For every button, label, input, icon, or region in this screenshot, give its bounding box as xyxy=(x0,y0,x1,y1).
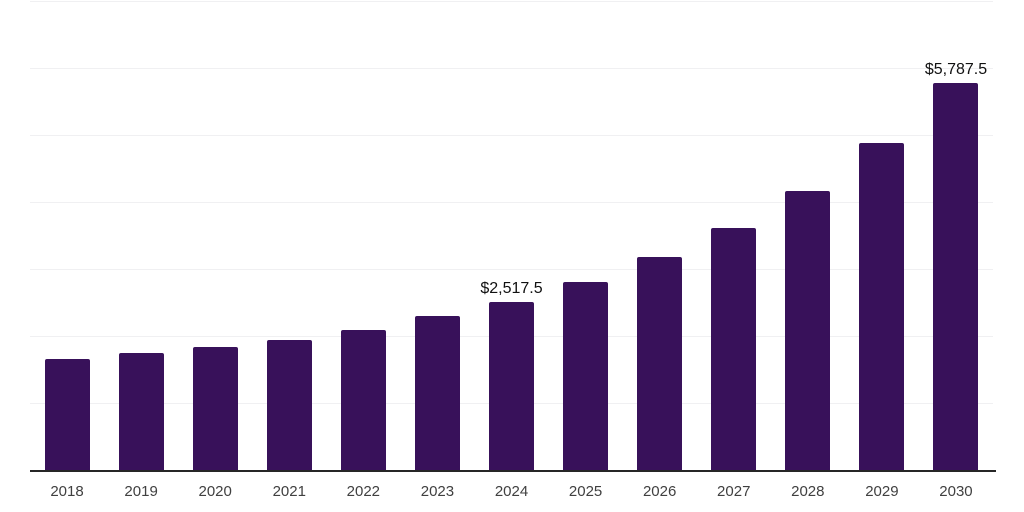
x-tick-label-2030: 2030 xyxy=(939,483,973,500)
gridline-4000 xyxy=(30,202,993,203)
data-label-2024: $2,517.5 xyxy=(480,280,543,298)
x-tick-label-2019: 2019 xyxy=(124,483,158,500)
plot-area: $2,517.5 $5,787.5 xyxy=(30,1,996,472)
bar-slot-2030: $5,787.5 xyxy=(919,2,993,471)
data-label-2030: $5,787.5 xyxy=(924,61,988,79)
x-tick-label-2018: 2018 xyxy=(50,483,84,500)
bar-2028 xyxy=(785,190,831,471)
x-axis-line xyxy=(30,470,996,472)
gridline-7000 xyxy=(30,1,993,2)
bar-2024: $2,517.5 xyxy=(480,280,543,471)
x-tick-label-2025: 2025 xyxy=(568,483,603,500)
x-tick-label-2028: 2028 xyxy=(791,483,825,500)
bar-2025 xyxy=(563,281,609,471)
bar-slot-2024: $2,517.5 xyxy=(474,2,548,471)
x-tick-label-2024: 2024 xyxy=(494,483,529,500)
x-tick-label-2027: 2027 xyxy=(717,483,751,500)
bar-2018 xyxy=(44,359,90,471)
bar-slot-2020 xyxy=(178,2,252,471)
bar-2023 xyxy=(414,316,460,471)
bar-slot-2028 xyxy=(771,2,845,471)
x-tick-label-2022: 2022 xyxy=(346,483,381,500)
bar-slot-2029 xyxy=(845,2,919,471)
bar-2022 xyxy=(340,330,386,471)
x-tick-label-2023: 2023 xyxy=(420,483,455,500)
x-tick-label-2020: 2020 xyxy=(198,483,232,500)
x-tick-label-2021: 2021 xyxy=(272,483,306,500)
bar-2030: $5,787.5 xyxy=(925,61,987,471)
bar-slot-2025 xyxy=(549,2,623,471)
bar-2027 xyxy=(711,227,757,471)
gridline-5000 xyxy=(30,135,993,136)
bar-slot-2022 xyxy=(326,2,400,471)
bar-2029 xyxy=(859,142,905,471)
bar-slot-2021 xyxy=(252,2,326,471)
bar-slot-2027 xyxy=(697,2,771,471)
bar-slot-2023 xyxy=(400,2,474,471)
bar-2019 xyxy=(118,352,164,471)
bar-2021 xyxy=(266,340,312,471)
bars-container: $2,517.5 $5,787.5 xyxy=(30,2,993,471)
bar-2020 xyxy=(192,346,238,471)
gridline-3000 xyxy=(30,269,993,270)
gridline-6000 xyxy=(30,68,993,69)
bar-slot-2026 xyxy=(623,2,697,471)
bar-2026 xyxy=(637,257,683,471)
bar-slot-2019 xyxy=(104,2,178,471)
x-tick-label-2029: 2029 xyxy=(865,483,899,500)
x-tick-label-2026: 2026 xyxy=(642,483,677,500)
x-axis-labels: 2018 2019 2020 2021 2022 2023 2024 2025 2026 2027… xyxy=(30,483,993,500)
bar-slot-2018 xyxy=(30,2,104,471)
